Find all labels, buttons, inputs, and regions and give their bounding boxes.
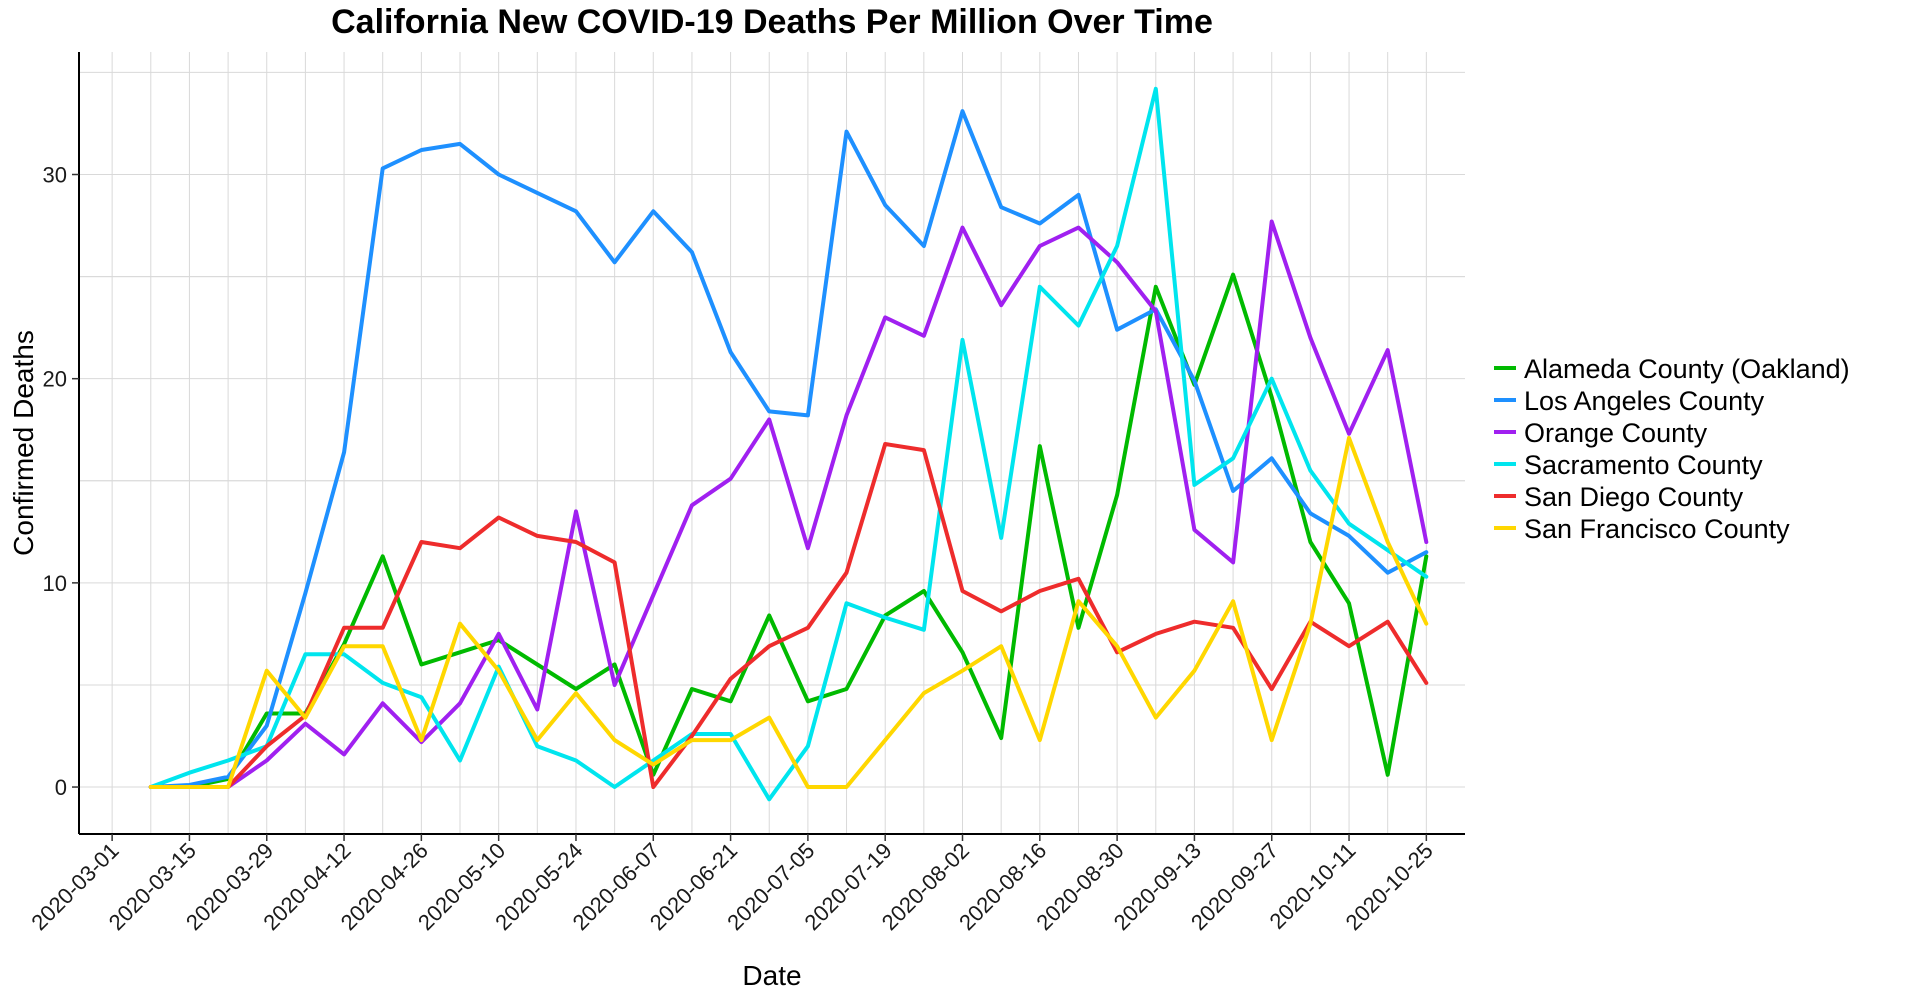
legend-label: San Francisco County: [1524, 514, 1790, 544]
legend-label: San Diego County: [1524, 482, 1744, 512]
series-line-los-angeles-county: [148, 109, 1429, 789]
series-lines: [148, 86, 1429, 802]
legend-label: Orange County: [1524, 418, 1708, 448]
series-line-sacramento-county: [148, 86, 1429, 802]
legend-label: Los Angeles County: [1524, 386, 1765, 416]
legend: Alameda County (Oakland)Los Angeles Coun…: [1494, 354, 1850, 544]
x-axis-title: Date: [742, 960, 801, 991]
y-tick-label: 30: [43, 163, 67, 188]
series-line-san-francisco-county: [148, 435, 1429, 789]
series-line-san-diego-county: [148, 442, 1429, 789]
y-tick-label: 0: [55, 775, 67, 800]
chart-title: California New COVID-19 Deaths Per Milli…: [331, 3, 1213, 41]
legend-label: Alameda County (Oakland): [1524, 354, 1850, 384]
series-line-orange-county: [148, 219, 1429, 789]
ticks: 01020302020-03-012020-03-152020-03-29202…: [26, 163, 1437, 936]
legend-label: Sacramento County: [1524, 450, 1763, 480]
grid: [79, 52, 1465, 834]
y-tick-label: 20: [43, 367, 67, 392]
y-tick-label: 10: [43, 571, 67, 596]
y-axis-title: Confirmed Deaths: [8, 330, 39, 556]
series-line-alameda-county-oakland: [148, 272, 1429, 789]
axes: [78, 52, 1465, 835]
